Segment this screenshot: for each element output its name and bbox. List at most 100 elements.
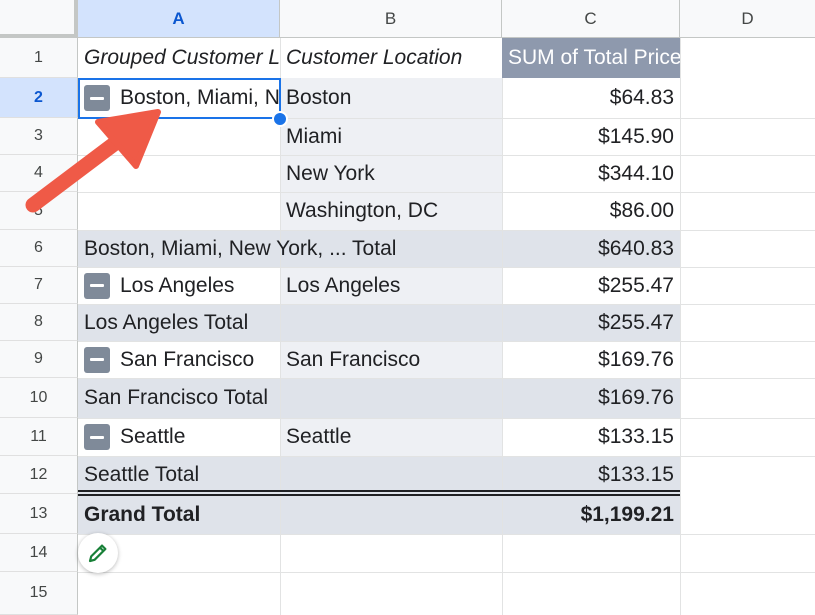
subtotal-fill-row-10 [78,378,680,418]
subtotal-value: $133.15 [598,463,674,486]
row-number: 8 [34,313,43,330]
minus-square-icon[interactable] [84,346,110,373]
value-cell[interactable]: $145.90 [502,118,680,155]
group-fill-row-9 [280,341,502,378]
group-label: Seattle [120,425,186,448]
location-cell[interactable]: Los Angeles [280,267,502,304]
location-cell[interactable]: Washington, DC [280,192,502,230]
subtotal-fill-row-8 [78,304,680,341]
pencil-icon[interactable] [78,533,118,573]
value-label: $255.47 [598,273,674,297]
group-fill-b [280,78,502,230]
row-number: 11 [30,427,47,445]
value-cell[interactable]: $133.15 [502,418,680,456]
location-label: Washington, DC [286,199,439,222]
row-header-3[interactable]: 3 [0,118,78,155]
value-cell[interactable]: $344.10 [502,155,680,192]
location-label: Miami [286,124,342,148]
row-header-15[interactable]: 15 [0,572,78,615]
column-header-b[interactable]: B [280,0,502,38]
subtotal-value: $169.76 [598,386,674,409]
row-number: 10 [29,388,48,406]
minus-square-icon[interactable] [84,272,110,299]
minus-square-icon[interactable] [84,85,110,111]
row-header-14[interactable]: 14 [0,534,78,572]
row-header-2[interactable]: 2 [0,78,78,118]
grand-total-border-bottom [78,494,680,496]
group-fill-row-7 [280,267,502,304]
subtotal-label-cell[interactable]: Seattle Total [78,456,502,494]
row-number: 13 [29,504,48,522]
header-sum-total-price: SUM of Total Price [508,46,680,69]
pivot-row-header-2[interactable]: Customer Location [280,38,502,78]
subtotal-value: $255.47 [598,310,674,334]
column-letter: B [384,8,397,28]
grand-total-fill [78,494,680,534]
grand-total-border-top [78,490,680,492]
subtotal-label-cell[interactable]: Los Angeles Total [78,304,502,341]
header-grouped-location: Grouped Customer Location [84,46,280,69]
grand-total-value-cell[interactable]: $1,199.21 [502,496,680,534]
value-cell[interactable]: $169.76 [502,341,680,378]
column-header-a[interactable]: A [78,0,280,38]
group-cell-los-angeles[interactable]: Los Angeles [78,267,280,304]
value-label: $344.10 [598,161,674,185]
column-header-d[interactable]: D [680,0,815,38]
subtotal-label-cell[interactable]: San Francisco Total [78,378,502,418]
location-cell[interactable]: New York [280,155,502,192]
subtotal-value-cell[interactable]: $255.47 [502,304,680,341]
group-cell-seattle[interactable]: Seattle [78,418,280,456]
row-header-1[interactable]: 1 [0,38,78,78]
value-cell[interactable]: $86.00 [502,192,680,230]
pivot-row-header[interactable]: Grouped Customer Location [78,38,280,78]
row-number: 12 [29,465,48,483]
row-number: 15 [29,584,48,601]
subtotal-value-cell[interactable]: $640.83 [502,230,680,267]
group-cell-boston-miami[interactable]: Boston, Miami, New York, Washington, DC [78,78,280,118]
grand-total-label: Grand Total [84,503,201,526]
location-cell[interactable]: Seattle [280,418,502,456]
row-header-7[interactable]: 7 [0,267,78,304]
column-header-c[interactable]: C [502,0,680,38]
row-header-12[interactable]: 12 [0,456,78,494]
pencil-icon-glyph [88,544,107,563]
group-cell-san-francisco[interactable]: San Francisco [78,341,280,378]
location-label: San Francisco [286,347,421,371]
subtotal-fill-row-12 [78,456,680,494]
location-label: New York [286,161,375,185]
row-header-8[interactable]: 8 [0,304,78,341]
row-header-10[interactable]: 10 [0,378,78,418]
minus-square-icon[interactable] [84,424,110,450]
value-label: $169.76 [598,347,674,371]
location-cell[interactable]: Miami [280,118,502,155]
value-cell[interactable]: $64.83 [502,78,680,118]
subtotal-label: Seattle Total [84,463,200,486]
location-cell[interactable]: San Francisco [280,341,502,378]
value-label: $86.00 [609,199,674,222]
value-label: $133.15 [598,425,674,448]
grand-total-label-cell[interactable]: Grand Total [78,496,502,534]
row-header-11[interactable]: 11 [0,418,78,456]
location-label: Los Angeles [286,273,401,297]
subtotal-value: $640.83 [598,236,674,260]
value-label: $145.90 [598,124,674,148]
row-number: 3 [34,127,43,144]
value-cell[interactable]: $255.47 [502,267,680,304]
row-header-13[interactable]: 13 [0,494,78,534]
row-number: 9 [34,350,43,367]
select-all-corner[interactable] [0,0,78,38]
subtotal-label-cell[interactable]: Boston, Miami, New York, ... Total [78,230,502,267]
subtotal-label: Boston, Miami, New York, ... Total [84,236,397,260]
column-letter: A [172,8,185,28]
location-cell[interactable]: Boston [280,78,502,118]
subtotal-value-cell[interactable]: $169.76 [502,378,680,418]
subtotal-value-cell[interactable]: $133.15 [502,456,680,494]
fill-handle[interactable] [272,111,288,127]
row-header-6[interactable]: 6 [0,230,78,267]
group-fill-row-11 [280,418,502,456]
location-label: Boston [286,86,352,109]
pivot-value-header[interactable]: SUM of Total Price [502,38,680,78]
row-header-9[interactable]: 9 [0,341,78,378]
row-number: 7 [34,276,43,293]
